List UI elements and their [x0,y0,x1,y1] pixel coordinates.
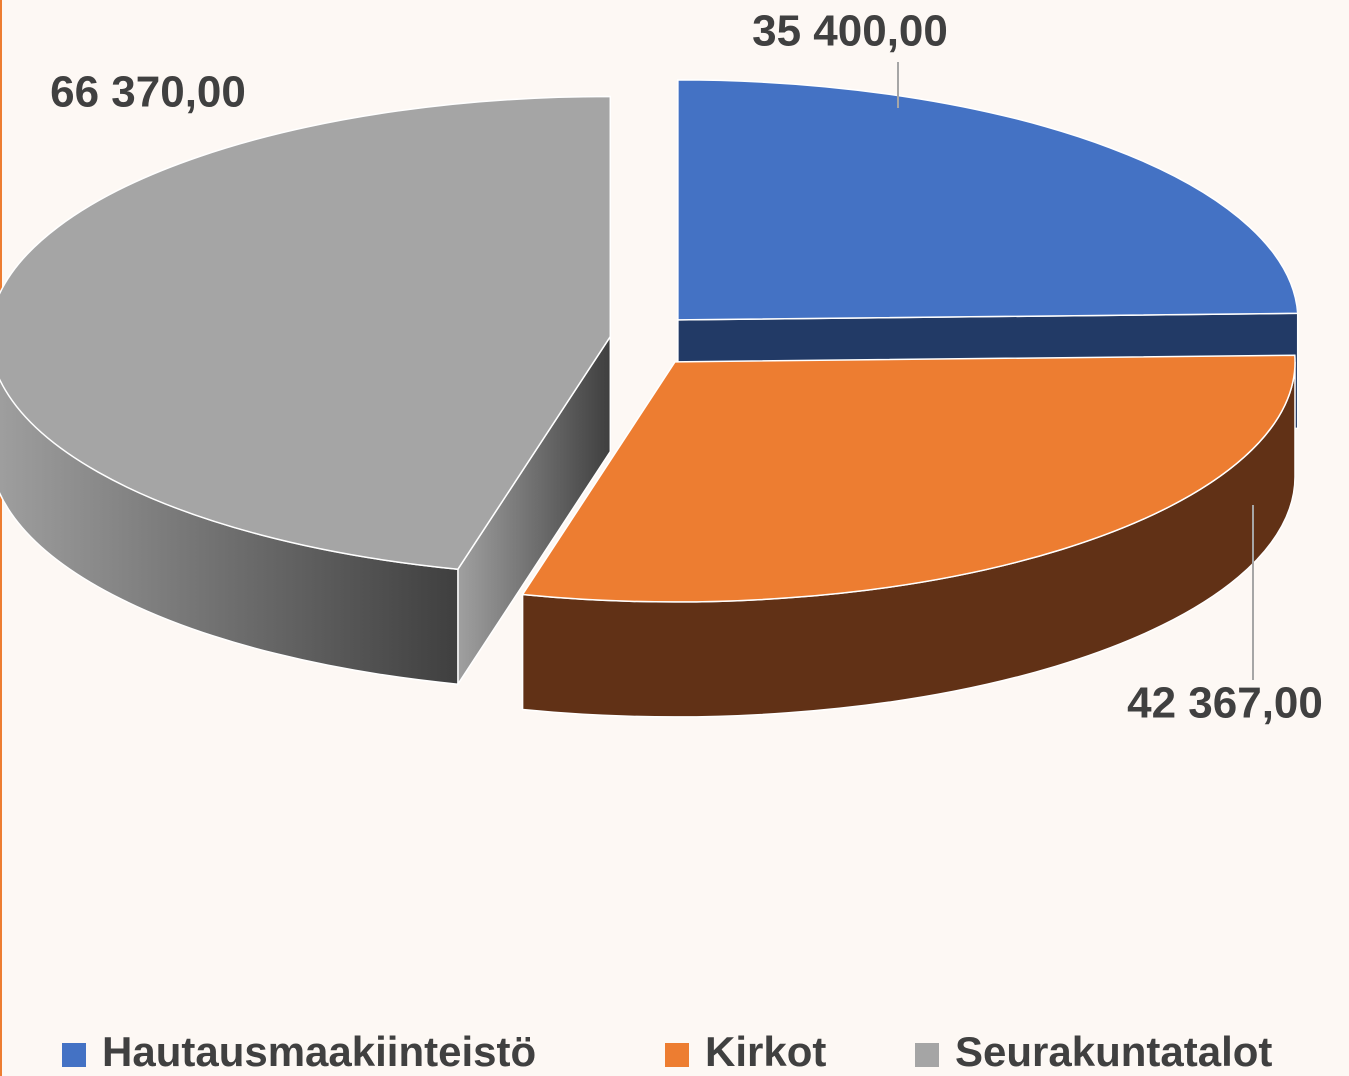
slice-top [521,354,1296,603]
pie [0,79,1299,718]
labels: 35 400,00 42 367,00 66 370,00 [50,7,1323,728]
legend: Hautausmaakiinteistö Kirkot Seurakuntatalo… [62,1028,1272,1075]
slice-top [0,95,612,570]
legend-label: Seurakuntatalot [955,1028,1272,1075]
data-label: 42 367,00 [1127,679,1323,728]
slice [0,95,612,687]
legend-swatch [915,1043,939,1067]
data-label: 66 370,00 [50,68,246,117]
legend-label: Hautausmaakiinteistö [102,1028,536,1075]
legend-label: Kirkot [705,1028,826,1075]
slice-top [677,79,1299,321]
slice [521,354,1296,718]
legend-swatch [62,1043,86,1067]
data-label: 35 400,00 [752,7,948,56]
legend-swatch [665,1043,689,1067]
